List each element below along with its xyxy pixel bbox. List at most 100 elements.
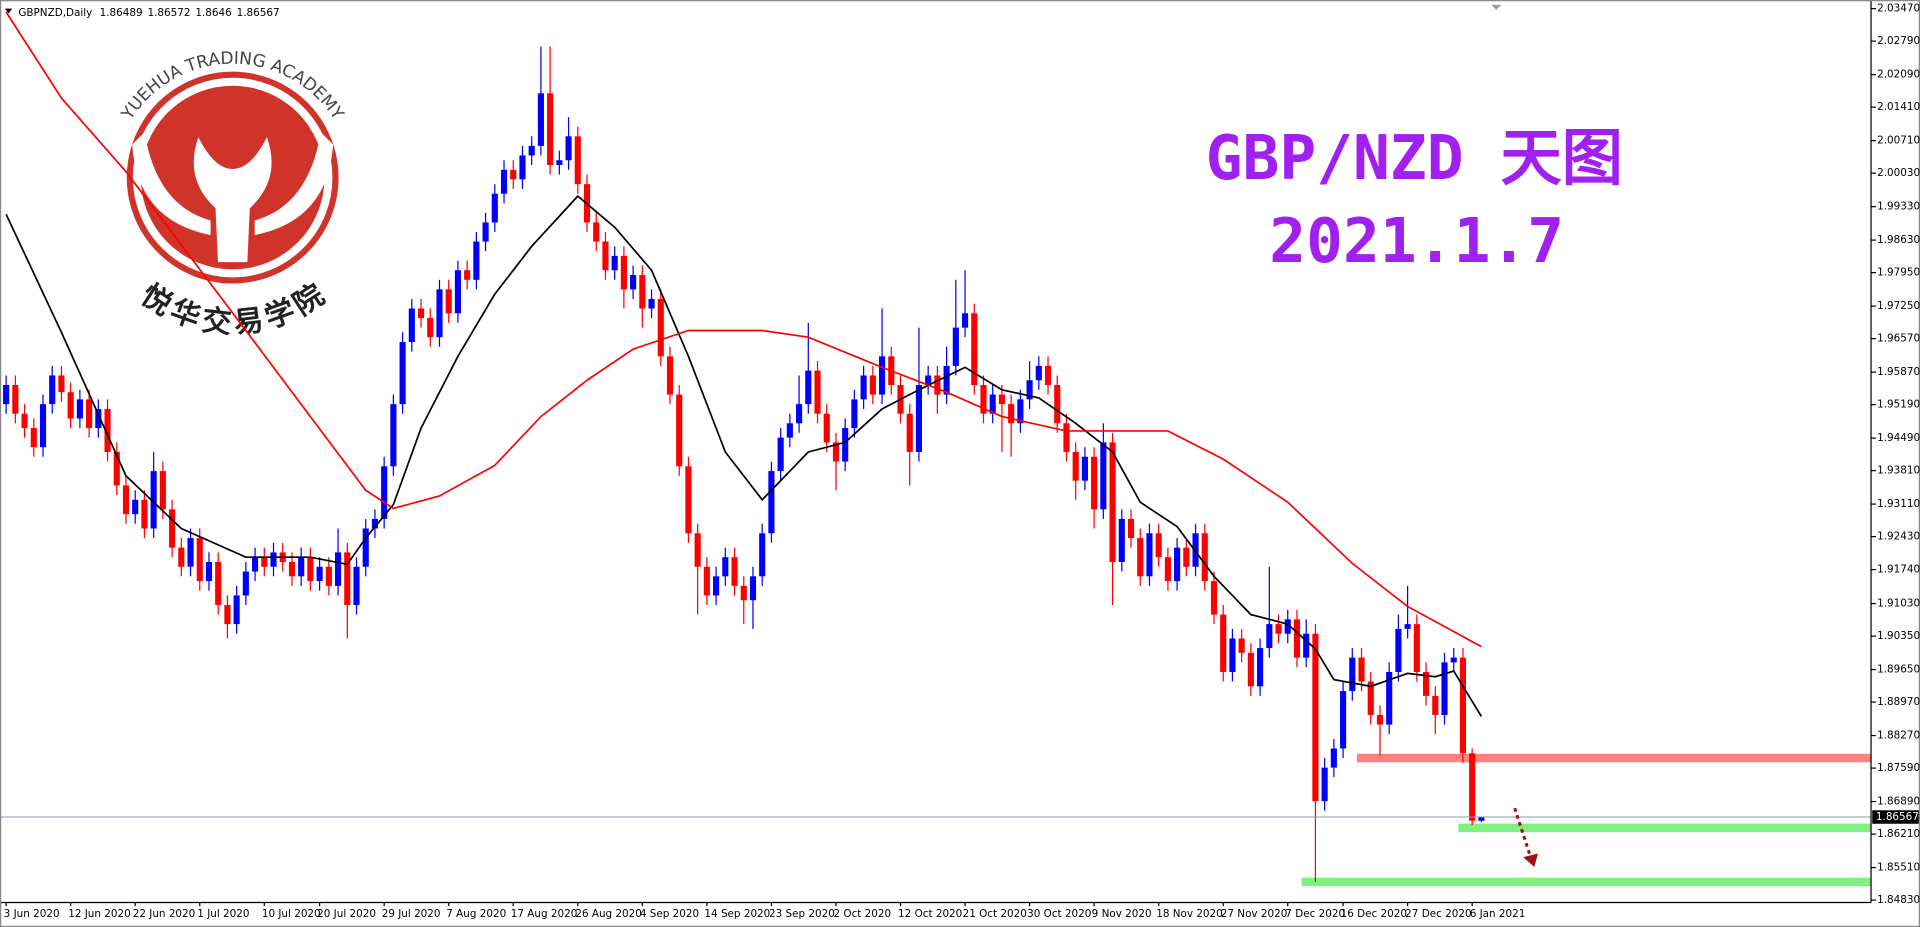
arrow-head bbox=[1523, 853, 1538, 867]
candle-body bbox=[832, 442, 840, 462]
candle-body bbox=[1247, 652, 1254, 687]
candle-body bbox=[233, 595, 240, 625]
level-zone bbox=[1301, 877, 1872, 887]
candle-body bbox=[196, 538, 203, 582]
candle-body bbox=[1312, 633, 1319, 802]
x-tick-label: 20 Jul 2020 bbox=[317, 908, 376, 920]
y-tick-label: 2.01410 bbox=[1877, 101, 1920, 113]
y-tick-label: 2.00710 bbox=[1877, 135, 1920, 147]
header: GBPNZD,Daily 1.86489 1.86572 1.8646 1.86567 bbox=[18, 7, 279, 19]
candle-body bbox=[482, 222, 489, 242]
candle-body bbox=[749, 576, 757, 601]
x-tick-label: 7 Aug 2020 bbox=[446, 908, 506, 920]
menu-triangle[interactable] bbox=[4, 8, 13, 14]
candle-body bbox=[814, 370, 821, 414]
candle-body bbox=[417, 308, 425, 319]
candle-body bbox=[685, 466, 692, 534]
candle-body bbox=[869, 375, 876, 395]
candle-body bbox=[1413, 624, 1420, 672]
candle-body bbox=[491, 193, 498, 223]
candle-body bbox=[768, 471, 775, 534]
y-tick-label: 1.85510 bbox=[1877, 862, 1920, 874]
candle-body bbox=[989, 394, 996, 414]
candle-body bbox=[1127, 518, 1135, 539]
candle-body bbox=[998, 394, 1005, 405]
candle-body bbox=[1469, 753, 1476, 821]
x-tick-label: 26 Aug 2020 bbox=[575, 908, 642, 920]
candle-body bbox=[823, 413, 830, 443]
candle-body bbox=[58, 375, 65, 393]
y-tick-label: 2.02090 bbox=[1877, 69, 1920, 81]
y-tick-label: 1.97950 bbox=[1877, 267, 1920, 279]
candle-body bbox=[915, 385, 923, 452]
candle-body bbox=[3, 385, 10, 405]
candle-body bbox=[298, 557, 305, 577]
candle-body bbox=[1155, 533, 1162, 558]
candle-body bbox=[1081, 456, 1088, 481]
x-tick-label: 12 Oct 2020 bbox=[898, 908, 962, 920]
level-zone bbox=[1356, 753, 1872, 763]
candle-body bbox=[556, 160, 563, 166]
y-tick-label: 1.84830 bbox=[1877, 894, 1920, 906]
candle-body bbox=[1118, 518, 1125, 562]
candle-body bbox=[611, 255, 618, 271]
candle-body bbox=[1017, 399, 1024, 424]
candle-body bbox=[1201, 533, 1208, 582]
candle-body bbox=[703, 566, 710, 596]
candle-body bbox=[169, 509, 176, 548]
y-tick-label: 1.93810 bbox=[1877, 465, 1920, 477]
x-tick-label: 27 Dec 2020 bbox=[1405, 908, 1471, 920]
moving-average bbox=[5, 194, 1483, 717]
candle-body bbox=[740, 585, 747, 601]
candle-body bbox=[261, 557, 268, 567]
candle-body bbox=[602, 241, 609, 271]
candle-body bbox=[851, 399, 858, 429]
candle-body bbox=[1183, 547, 1190, 567]
candle-body bbox=[67, 392, 74, 419]
header-low: 1.8646 bbox=[195, 7, 231, 19]
price-label: 1.86567 bbox=[1876, 811, 1919, 823]
candle-body bbox=[1376, 715, 1384, 725]
candle-body bbox=[722, 557, 729, 577]
y-tick-label: 1.99330 bbox=[1877, 201, 1920, 213]
candle-body bbox=[1054, 385, 1061, 424]
candle-body bbox=[630, 275, 637, 290]
x-tick-label: 27 Nov 2020 bbox=[1221, 908, 1288, 920]
candle-body bbox=[796, 404, 803, 424]
candle-body bbox=[1330, 748, 1337, 768]
candle-body bbox=[676, 394, 683, 467]
candle-body bbox=[1478, 817, 1485, 821]
logo-tulip bbox=[193, 137, 272, 263]
candle-body bbox=[1072, 451, 1079, 481]
candle-body bbox=[316, 566, 323, 582]
candle-body bbox=[961, 313, 969, 328]
candle-body bbox=[1293, 619, 1301, 658]
header-open: 1.86489 bbox=[100, 7, 143, 19]
logo-leaf bbox=[254, 132, 334, 236]
candle-body bbox=[49, 375, 56, 405]
candle-body bbox=[1238, 638, 1245, 653]
candle-body bbox=[408, 308, 415, 342]
candle-body bbox=[1441, 662, 1448, 716]
candle-body bbox=[694, 533, 701, 567]
candle-body bbox=[95, 408, 102, 429]
candle-body bbox=[1109, 442, 1116, 562]
y-tick-label: 1.87590 bbox=[1877, 762, 1920, 774]
y-tick-label: 1.96570 bbox=[1877, 333, 1920, 345]
y-tick-label: 1.89650 bbox=[1877, 664, 1920, 676]
candle-body bbox=[381, 466, 388, 519]
candle-body bbox=[242, 571, 249, 596]
candle-body bbox=[1091, 456, 1098, 510]
candle-body bbox=[1220, 614, 1227, 672]
candle-body bbox=[436, 289, 443, 338]
candle-body bbox=[178, 547, 185, 567]
candle-body bbox=[86, 399, 93, 429]
candle-body bbox=[344, 552, 351, 606]
candle-body bbox=[353, 566, 360, 606]
level-zone bbox=[1458, 823, 1872, 833]
candle-body bbox=[786, 423, 793, 438]
y-tick-label: 2.00030 bbox=[1877, 167, 1920, 179]
candle-body bbox=[1008, 404, 1015, 424]
candle-body bbox=[1321, 767, 1328, 802]
